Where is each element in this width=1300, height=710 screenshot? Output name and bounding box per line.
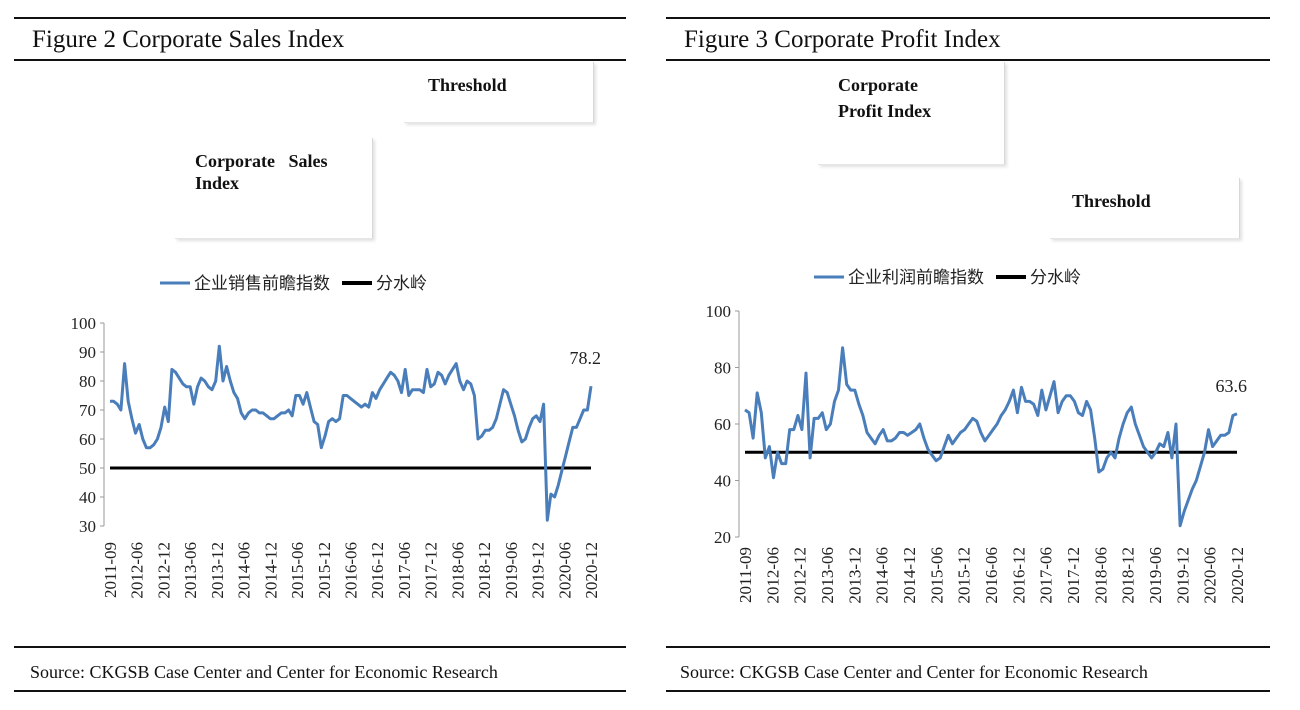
y-tick-label: 30 (79, 517, 96, 536)
source-top-rule (666, 646, 1270, 648)
source-note: Source: CKGSB Case Center and Center for… (680, 662, 1148, 682)
x-tick-label: 2014-06 (873, 547, 892, 604)
y-tick-label: 60 (714, 415, 731, 434)
x-tick-label: 2014-12 (900, 547, 919, 604)
bottom-rule (14, 690, 626, 692)
x-tick-label: 2016-06 (342, 542, 361, 599)
x-tick-label: 2018-06 (448, 542, 467, 599)
x-tick-label: 2019-12 (529, 542, 548, 599)
profit-index-chart: 企业利润前瞻指数 分水岭 20 40 60 80 100 2011-09 2012-06 2012… (706, 268, 1248, 604)
index-callout-line2: Index (195, 173, 240, 193)
figure-title: Figure 3 Corporate Profit Index (684, 26, 1001, 53)
y-axis: 30 40 50 60 70 80 90 100 (71, 314, 105, 536)
legend-label-index: 企业销售前瞻指数 (194, 274, 330, 294)
last-value-label: 63.6 (1216, 376, 1248, 396)
x-axis: 2011-09 2012-06 2012-12 2013-06 2013-12 2014-… (101, 542, 601, 599)
figure-title: Figure 2 Corporate Sales Index (32, 26, 345, 53)
y-tick-label: 100 (71, 314, 97, 333)
x-tick-label: 2017-12 (1064, 547, 1083, 604)
x-tick-label: 2014-12 (261, 542, 280, 599)
x-tick-label: 2015-06 (927, 547, 946, 604)
x-tick-label: 2016-12 (1009, 547, 1028, 604)
legend: 企业利润前瞻指数 分水岭 (814, 268, 1081, 288)
x-tick-label: 2020-06 (555, 542, 574, 599)
figure-2-panel: Figure 2 Corporate Sales Index Threshold… (0, 0, 640, 710)
x-tick-label: 2018-06 (1091, 547, 1110, 604)
y-tick-label: 40 (714, 472, 731, 491)
legend-label-index: 企业利润前瞻指数 (848, 268, 984, 288)
x-tick-label: 2016-06 (982, 547, 1001, 604)
index-series-line (110, 344, 593, 522)
index-callout: Corporate Sales Index (175, 138, 373, 239)
x-tick-label: 2013-06 (818, 547, 837, 604)
index-callout-line2: Profit Index (838, 101, 932, 121)
y-tick-label: 60 (79, 430, 96, 449)
x-tick-label: 2014-06 (235, 542, 254, 599)
x-tick-label: 2012-12 (791, 547, 810, 604)
y-tick-label: 90 (79, 343, 96, 362)
threshold-callout: Threshold (404, 62, 594, 123)
x-tick-label: 2019-06 (1146, 547, 1165, 604)
x-tick-label: 2013-12 (208, 542, 227, 599)
x-tick-label: 2018-12 (1119, 547, 1138, 604)
x-tick-label: 2017-12 (422, 542, 441, 599)
bottom-rule (666, 690, 1270, 692)
y-tick-label: 80 (79, 372, 96, 391)
legend: 企业销售前瞻指数 分水岭 (160, 274, 427, 294)
x-tick-label: 2016-12 (368, 542, 387, 599)
index-callout-line1: Corporate (838, 75, 918, 95)
x-tick-label: 2015-12 (955, 547, 974, 604)
last-value-label: 78.2 (570, 348, 602, 368)
x-tick-label: 2017-06 (395, 542, 414, 599)
source-top-rule (14, 646, 626, 648)
y-tick-label: 50 (79, 459, 96, 478)
x-tick-label: 2015-12 (315, 542, 334, 599)
x-tick-label: 2013-06 (181, 542, 200, 599)
x-tick-label: 2018-12 (475, 542, 494, 599)
y-axis: 20 40 60 80 100 (706, 302, 740, 547)
index-series-line (744, 346, 1238, 528)
x-axis: 2011-09 2012-06 2012-12 2013-06 2013-12 2014-… (736, 547, 1247, 604)
figure-3-panel: Figure 3 Corporate Profit Index Corporat… (650, 0, 1300, 710)
threshold-callout-text: Threshold (1072, 191, 1151, 211)
x-tick-label: 2011-09 (736, 547, 755, 603)
top-rule (14, 17, 626, 19)
y-tick-label: 40 (79, 488, 96, 507)
index-callout-line1: Corporate Sales (195, 151, 328, 171)
top-rule (666, 17, 1270, 19)
x-tick-label: 2020-12 (1228, 547, 1247, 604)
x-tick-label: 2019-06 (502, 542, 521, 599)
x-tick-label: 2020-06 (1201, 547, 1220, 604)
sales-index-chart: 企业销售前瞻指数 分水岭 30 40 50 60 70 80 90 100 2011-09 2012-… (71, 274, 602, 599)
x-tick-label: 2012-06 (128, 542, 147, 599)
title-rule (14, 59, 626, 61)
y-tick-label: 20 (714, 528, 731, 547)
x-tick-label: 2012-06 (763, 547, 782, 604)
y-tick-label: 70 (79, 401, 96, 420)
index-callout: Corporate Profit Index (818, 62, 1005, 165)
x-tick-label: 2012-12 (154, 542, 173, 599)
source-note: Source: CKGSB Case Center and Center for… (30, 662, 498, 682)
threshold-callout-text: Threshold (428, 75, 507, 95)
legend-label-threshold: 分水岭 (1030, 268, 1081, 288)
x-tick-label: 2015-06 (288, 542, 307, 599)
title-rule (666, 59, 1270, 61)
x-tick-label: 2020-12 (582, 542, 601, 599)
x-tick-label: 2017-06 (1037, 547, 1056, 604)
x-tick-label: 2019-12 (1173, 547, 1192, 604)
x-tick-label: 2013-12 (845, 547, 864, 604)
y-tick-label: 80 (714, 359, 731, 378)
y-tick-label: 100 (706, 302, 732, 321)
x-tick-label: 2011-09 (101, 542, 120, 598)
threshold-callout: Threshold (1050, 178, 1240, 239)
legend-label-threshold: 分水岭 (376, 274, 427, 294)
